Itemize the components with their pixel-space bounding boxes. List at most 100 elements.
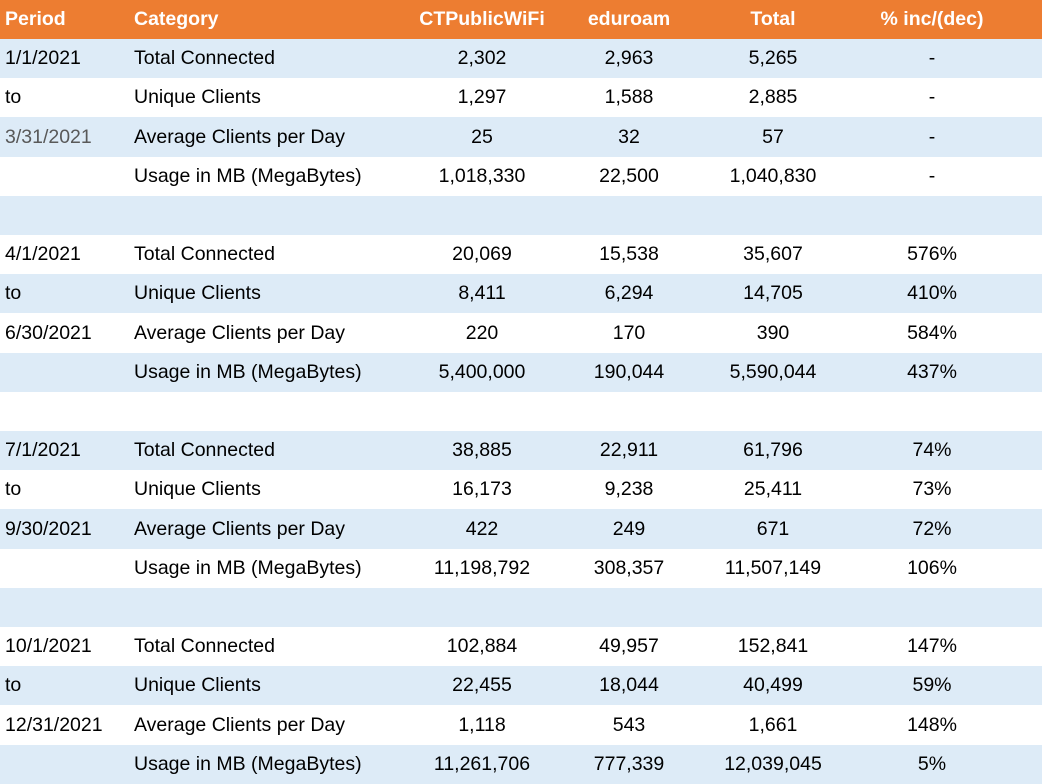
table-row: 10/1/2021 Total Connected 102,884 49,957 152… [0, 627, 1042, 666]
table-row: to Unique Clients 22,455 18,044 40,499 59% [0, 666, 1042, 705]
cell-pct-change: 147% [907, 635, 957, 657]
cell-eduroam: 18,044 [599, 674, 659, 696]
cell-category: Total Connected [134, 635, 275, 657]
cell-pct-change: - [928, 165, 936, 187]
cell-total: 390 [756, 321, 790, 344]
cell-total: 57 [762, 125, 784, 148]
cell-eduroam: 22,500 [599, 165, 659, 187]
header-pct-change: % inc/(dec) [880, 8, 984, 30]
cell-period: 3/31/2021 [5, 125, 92, 148]
cell-total: 5,265 [748, 47, 798, 69]
header-period: Period [5, 8, 66, 30]
cell-pct-change: 410% [907, 282, 957, 304]
cell-ctpublicwifi: 220 [465, 321, 499, 344]
table-row [0, 588, 1042, 627]
cell-ctpublicwifi: 2,302 [457, 47, 507, 69]
cell-eduroam: 543 [612, 713, 646, 736]
header-total: Total [750, 8, 796, 30]
cell-category: Usage in MB (MegaBytes) [134, 753, 362, 775]
cell-total: 61,796 [743, 439, 803, 461]
cell-category: Unique Clients [134, 282, 261, 304]
cell-category: Average Clients per Day [134, 321, 345, 344]
cell-pct-change: 437% [907, 361, 957, 383]
cell-ctpublicwifi: 8,411 [458, 282, 506, 304]
cell-period: 9/30/2021 [5, 517, 92, 540]
cell-ctpublicwifi: 25 [471, 125, 493, 148]
cell-ctpublicwifi: 11,198,792 [433, 557, 531, 579]
table-row: 7/1/2021 Total Connected 38,885 22,911 61,79… [0, 431, 1042, 470]
cell-period: 1/1/2021 [5, 47, 81, 69]
cell-pct-change: - [928, 86, 936, 108]
header-category: Category [134, 8, 219, 30]
header-ctpublicwifi: CTPublicWiFi [419, 8, 545, 30]
cell-total: 1,040,830 [729, 165, 817, 187]
cell-category: Unique Clients [134, 674, 261, 696]
cell-total: 11,507,149 [724, 557, 822, 579]
cell-category: Average Clients per Day [134, 125, 345, 148]
table-row: 3/31/2021 Average Clients per Day 25 32 57 - [0, 117, 1042, 157]
cell-period: 10/1/2021 [5, 635, 92, 657]
table-row: Usage in MB (MegaBytes) 11,261,706 777,339… [0, 745, 1042, 784]
table-header-row: Period Category CTPublicWiFi eduroam Tot… [0, 0, 1042, 39]
table-row [0, 392, 1042, 431]
table-row: Usage in MB (MegaBytes) 5,400,000 190,044 5… [0, 353, 1042, 392]
table-row: to Unique Clients 8,411 6,294 14,705 410% [0, 274, 1042, 313]
cell-ctpublicwifi: 422 [465, 517, 499, 540]
cell-eduroam: 308,357 [593, 557, 665, 579]
cell-ctpublicwifi: 5,400,000 [438, 361, 526, 383]
table-row [0, 196, 1042, 235]
cell-ctpublicwifi: 1,018,330 [438, 165, 526, 187]
header-eduroam: eduroam [587, 8, 671, 30]
table-row: 9/30/2021 Average Clients per Day 422 249 67… [0, 509, 1042, 549]
cell-total: 14,705 [743, 282, 803, 304]
cell-period: to [5, 674, 22, 696]
cell-eduroam: 22,911 [599, 439, 659, 461]
cell-pct-change: 73% [912, 478, 952, 500]
cell-category: Total Connected [134, 439, 275, 461]
cell-total: 35,607 [743, 243, 803, 265]
cell-eduroam: 49,957 [599, 635, 659, 657]
cell-period: to [5, 86, 22, 108]
cell-pct-change: 576% [907, 243, 957, 265]
cell-category: Usage in MB (MegaBytes) [134, 165, 362, 187]
cell-total: 2,885 [748, 86, 798, 108]
cell-ctpublicwifi: 20,069 [452, 243, 512, 265]
cell-eduroam: 2,963 [604, 47, 654, 69]
cell-ctpublicwifi: 38,885 [452, 439, 512, 461]
cell-total: 1,661 [748, 713, 798, 736]
cell-pct-change: 74% [912, 439, 952, 461]
table-row: 6/30/2021 Average Clients per Day 220 170 39… [0, 313, 1042, 353]
table-row: 4/1/2021 Total Connected 20,069 15,538 35,60… [0, 235, 1042, 274]
cell-total: 671 [756, 517, 790, 540]
cell-eduroam: 6,294 [604, 282, 654, 304]
cell-category: Unique Clients [134, 86, 261, 108]
cell-eduroam: 190,044 [593, 361, 665, 383]
cell-total: 40,499 [743, 674, 803, 696]
cell-pct-change: 59% [912, 674, 952, 696]
cell-period: 12/31/2021 [5, 713, 103, 736]
cell-eduroam: 15,538 [599, 243, 659, 265]
cell-category: Average Clients per Day [134, 713, 345, 736]
cell-total: 25,411 [743, 478, 803, 500]
cell-category: Usage in MB (MegaBytes) [134, 557, 362, 579]
cell-category: Total Connected [134, 243, 275, 265]
cell-ctpublicwifi: 102,884 [446, 635, 518, 657]
cell-pct-change: 148% [907, 713, 957, 736]
table-row: to Unique Clients 16,173 9,238 25,411 73% [0, 470, 1042, 509]
cell-ctpublicwifi: 16,173 [452, 478, 512, 500]
table-row: Usage in MB (MegaBytes) 1,018,330 22,500 1,… [0, 157, 1042, 196]
cell-category: Usage in MB (MegaBytes) [134, 361, 362, 383]
cell-eduroam: 32 [618, 125, 640, 148]
cell-pct-change: - [928, 125, 936, 148]
cell-pct-change: 584% [907, 321, 957, 344]
cell-pct-change: 106% [907, 557, 957, 579]
cell-pct-change: 72% [912, 517, 952, 540]
cell-ctpublicwifi: 1,297 [457, 86, 507, 108]
table-row: Usage in MB (MegaBytes) 11,198,792 308,357… [0, 549, 1042, 588]
cell-total: 152,841 [737, 635, 809, 657]
cell-eduroam: 1,588 [604, 86, 654, 108]
table-row: 1/1/2021 Total Connected 2,302 2,963 5,265 - [0, 39, 1042, 78]
cell-period: to [5, 282, 22, 304]
cell-category: Average Clients per Day [134, 517, 345, 540]
